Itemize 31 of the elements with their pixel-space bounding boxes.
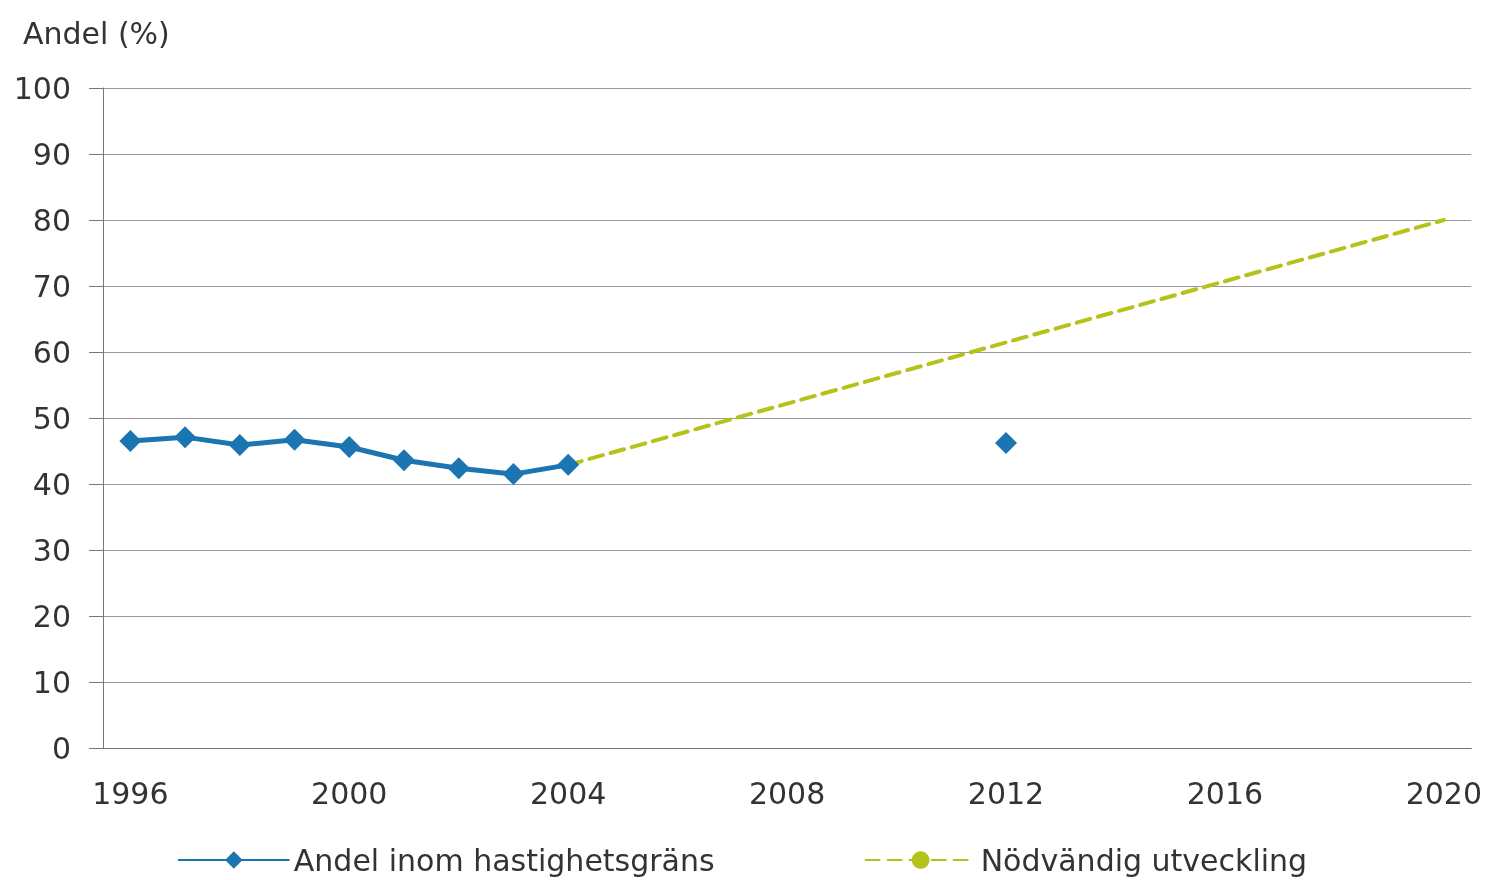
x-tick-label: 2020 — [1405, 775, 1483, 811]
point — [338, 436, 361, 459]
y-tick-label: 0 — [51, 730, 71, 766]
x-tick-label: 1996 — [92, 775, 169, 811]
y-tick-label: 10 — [32, 664, 71, 700]
point — [447, 457, 470, 480]
y-tick-label: 40 — [32, 466, 71, 502]
point — [228, 434, 251, 457]
y-tick-label: 60 — [32, 334, 71, 370]
x-tick-label: 2000 — [311, 775, 388, 811]
point — [502, 463, 525, 486]
point — [174, 426, 197, 449]
y-tick-label: 20 — [32, 598, 71, 634]
legend-label: Andel inom hastighetsgräns — [293, 842, 715, 878]
x-tick-label: 2016 — [1186, 775, 1264, 811]
y-tick-label: 90 — [32, 136, 71, 172]
x-tick-label: 2012 — [967, 775, 1045, 811]
y-axis-title: Andel (%) — [23, 15, 170, 51]
y-tick-label: 30 — [32, 532, 71, 568]
x-tick-label: 2008 — [748, 775, 826, 811]
point — [283, 428, 306, 451]
point — [119, 430, 142, 453]
point — [393, 449, 416, 472]
legend-label: Nödvändig utveckling — [980, 842, 1308, 878]
point — [995, 432, 1018, 455]
y-tick-label: 100 — [13, 70, 71, 106]
point — [557, 453, 580, 476]
y-tick-label: 70 — [32, 268, 71, 304]
x-tick-label: 2004 — [530, 775, 607, 811]
y-tick-label: 80 — [32, 202, 71, 238]
y-tick-label: 50 — [32, 400, 71, 436]
